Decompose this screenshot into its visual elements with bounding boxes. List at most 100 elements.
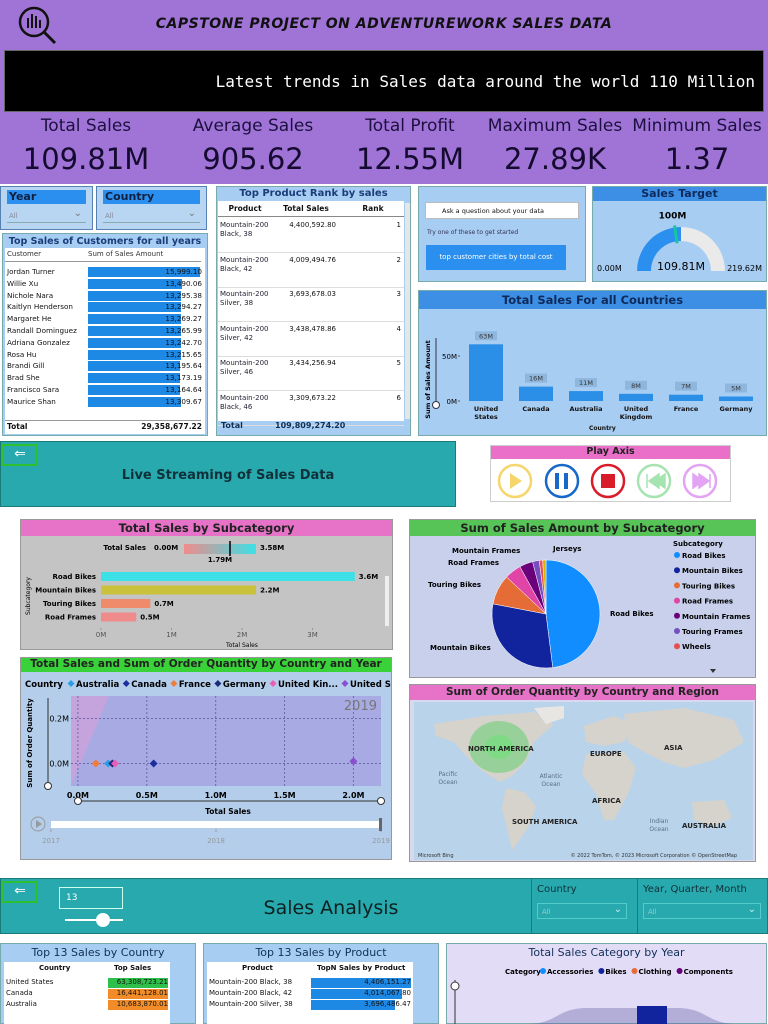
back-button[interactable]: ⇐ — [2, 881, 38, 903]
legend-marker — [67, 680, 75, 687]
pie-slice — [491, 603, 554, 669]
value-text: 3,696,486.47 — [364, 1000, 411, 1008]
slicer-dropdown[interactable]: All ⌄ — [7, 208, 86, 223]
legend-gradient — [184, 544, 256, 554]
timeline-play[interactable] — [30, 816, 46, 832]
kpi-label: Minimum Sales — [632, 116, 762, 136]
top-n-input[interactable]: 13 — [59, 887, 123, 909]
customer-name: Kaitlyn Henderson — [7, 302, 73, 312]
legend-dot — [598, 968, 605, 974]
legend-label: United St... — [350, 680, 391, 690]
play-controls — [497, 463, 718, 499]
data-bar — [88, 385, 181, 395]
customer-name: Adriana Gonzalez — [7, 337, 70, 347]
slicer-dropdown[interactable]: All ⌄ — [103, 208, 200, 223]
slicer-label: Year — [7, 190, 86, 204]
slicer-dropdown[interactable]: All ⌄ — [643, 903, 761, 919]
column-header: Rank — [362, 204, 384, 213]
legend-mid: 1.79M — [208, 556, 232, 564]
gauge-value-label: 109.81M — [657, 260, 705, 273]
legend-dot — [674, 643, 680, 650]
data-bar — [88, 337, 181, 348]
data-bar — [88, 290, 182, 301]
legend-dot — [674, 628, 680, 634]
qa-input[interactable]: Ask a question about your data — [425, 202, 579, 219]
total-sales: 3,693,678.03 — [289, 290, 336, 298]
map-label: ASIA — [664, 744, 683, 752]
scatter-point — [91, 759, 100, 768]
legend-dot — [674, 567, 680, 574]
column-header: Product — [228, 204, 262, 213]
kpi-label: Maximum Sales — [487, 116, 623, 136]
next-button[interactable] — [682, 463, 718, 499]
kpi-value: 1.37 — [664, 142, 730, 176]
dropdown-chevron: ⌄ — [187, 208, 196, 219]
y-axis-title: Sum of Sales Amount — [424, 340, 432, 418]
row-rule — [218, 390, 404, 391]
customer-name: Nichole Nara — [7, 290, 54, 300]
bar — [519, 386, 553, 401]
column-header: Customer — [7, 250, 42, 258]
value-label: 5M — [731, 385, 741, 393]
total-sales: 3,438,478.86 — [289, 324, 336, 333]
column-header: Product — [242, 964, 273, 972]
sales-amount: 13,215.65 — [165, 349, 202, 359]
panel-title: Total Sales For all Countries — [501, 293, 684, 307]
sales-analysis-band: ⇐ 13 Sales Analysis Country All ⌄ Year, Qua… — [0, 878, 768, 934]
x-tick-label: 1.0M — [205, 791, 227, 800]
map-label: SOUTH AMERICA — [512, 818, 578, 826]
title-bar — [21, 658, 391, 672]
back-button[interactable]: ⇐ — [2, 444, 38, 466]
kpi-band: Total Sales 109.81M Average Sales 905.62 Tot… — [0, 116, 768, 184]
pause-button[interactable] — [544, 463, 580, 499]
rank: 2 — [396, 255, 401, 264]
sales-amount: 13,294.27 — [165, 302, 202, 312]
top-n-slider[interactable] — [63, 911, 127, 929]
bar — [719, 396, 753, 401]
year-label: 2019 — [344, 699, 377, 714]
sales-amount: 13,295.38 — [165, 290, 202, 300]
timeline-thumb — [379, 818, 382, 831]
row-label: Australia — [6, 1000, 37, 1008]
streaming-title: Live Streaming of Sales Data — [121, 468, 335, 483]
scatter-chart: Country Australia Canada France Germany Unite… — [25, 680, 391, 845]
legend-title: Subcategory — [673, 540, 723, 548]
logo-icon — [18, 6, 57, 45]
bar — [569, 391, 603, 401]
kpi-label: Average Sales — [192, 116, 314, 136]
product-name: Mountain-200 Black, 38 — [220, 221, 269, 238]
previous-button[interactable] — [636, 463, 672, 499]
customer-name: Rosa Hu — [7, 349, 37, 359]
column-header: Total Sales — [283, 204, 329, 213]
slicer-dropdown[interactable]: All ⌄ — [537, 903, 627, 919]
sales-amount: 13,309.67 — [165, 396, 202, 406]
legend-marker — [269, 680, 277, 687]
title-bar — [593, 187, 766, 201]
timeline-label: 2019 — [372, 837, 390, 845]
value-text: 16,441,128.01 — [116, 989, 168, 997]
y-tick-label: 0.2M — [49, 715, 69, 724]
qa-suggestion[interactable]: top customer cities by total cost — [426, 245, 566, 270]
category-year-panel: Total Sales Category by Year Category Acc… — [446, 943, 767, 1024]
panel-title: Top 13 Sales by Country — [31, 946, 165, 959]
legend-label: Canada — [131, 680, 167, 690]
stop-button[interactable] — [590, 463, 626, 499]
play-button[interactable] — [497, 463, 533, 499]
scatter-point — [149, 759, 158, 768]
legend-dot — [674, 582, 680, 589]
panel-title: Total Sales by Subcategory — [118, 521, 295, 535]
header-rule — [218, 216, 404, 217]
value-cell — [108, 1000, 168, 1010]
top-countries-panel: Top 13 Sales by Country Country Top Sales… — [0, 943, 196, 1024]
slice-label: Jerseys — [552, 545, 581, 553]
legend-dot — [674, 612, 680, 619]
data-bar — [88, 396, 182, 407]
x-tick-label: Canada — [522, 405, 550, 413]
value-label: 0.5M — [140, 614, 159, 622]
bar — [669, 394, 703, 401]
row-label: Mountain-200 Black, 38 — [209, 978, 293, 986]
legend-dot — [540, 968, 546, 974]
total-sales: 4,400,592.80 — [289, 221, 336, 229]
table-body: Country Top Sales United States 63,308,723.… — [4, 962, 170, 1024]
y-axis-title: Sum of Order Quantity — [26, 698, 34, 788]
